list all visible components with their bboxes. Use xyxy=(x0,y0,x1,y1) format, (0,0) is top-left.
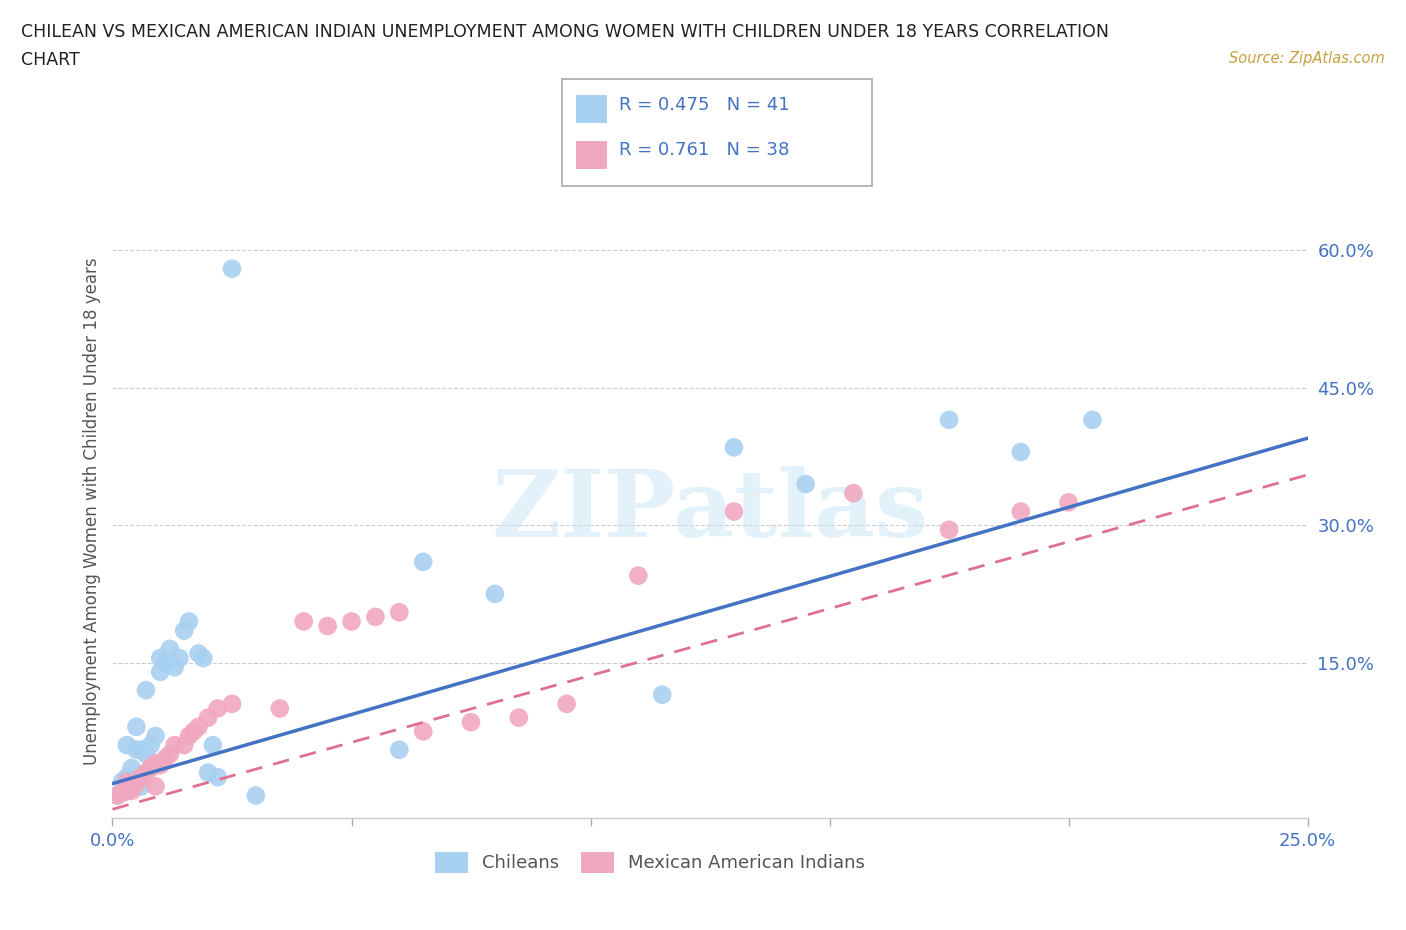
Point xyxy=(145,756,167,771)
Point xyxy=(163,659,186,674)
Legend: Chileans, Mexican American Indians: Chileans, Mexican American Indians xyxy=(429,844,872,880)
Text: CHART: CHART xyxy=(21,51,80,69)
Point xyxy=(794,476,817,491)
Y-axis label: Unemployment Among Women with Children Under 18 years: Unemployment Among Women with Children U… xyxy=(83,258,101,765)
Point xyxy=(149,651,172,666)
Point xyxy=(1010,504,1032,519)
Point xyxy=(555,697,578,711)
Point xyxy=(245,788,267,803)
Point xyxy=(129,770,152,785)
Point xyxy=(197,711,219,725)
Point xyxy=(187,719,209,734)
Point xyxy=(111,775,134,790)
Point xyxy=(159,747,181,762)
Point xyxy=(207,701,229,716)
Point xyxy=(412,554,434,569)
Point xyxy=(412,724,434,738)
Point xyxy=(145,728,167,743)
Point xyxy=(115,737,138,752)
Point xyxy=(159,642,181,657)
Point xyxy=(1081,412,1104,427)
Point xyxy=(121,783,143,798)
Point xyxy=(1010,445,1032,459)
Text: Source: ZipAtlas.com: Source: ZipAtlas.com xyxy=(1229,51,1385,66)
Point xyxy=(627,568,650,583)
Point xyxy=(169,651,191,666)
Point xyxy=(163,737,186,752)
Point xyxy=(316,618,339,633)
Point xyxy=(723,440,745,455)
Point xyxy=(125,777,148,791)
Point xyxy=(269,701,291,716)
Text: R = 0.475   N = 41: R = 0.475 N = 41 xyxy=(619,96,789,113)
Point xyxy=(149,758,172,773)
Point xyxy=(177,614,200,629)
Text: ZIPatlas: ZIPatlas xyxy=(492,467,928,556)
Point xyxy=(149,664,172,679)
Point xyxy=(207,770,229,785)
Text: R = 0.761   N = 38: R = 0.761 N = 38 xyxy=(619,141,789,159)
Point xyxy=(193,651,215,666)
Point xyxy=(484,587,506,602)
Point xyxy=(111,785,134,800)
Point xyxy=(388,604,411,619)
Point xyxy=(842,485,865,500)
Point xyxy=(508,711,530,725)
Point xyxy=(153,656,176,671)
Point xyxy=(183,724,205,738)
Point xyxy=(723,504,745,519)
Point xyxy=(129,742,152,757)
Point xyxy=(139,737,162,752)
Point xyxy=(364,609,387,624)
Point xyxy=(125,775,148,790)
Point xyxy=(173,737,195,752)
Point xyxy=(135,747,157,762)
Point xyxy=(111,785,134,800)
Point xyxy=(115,783,138,798)
Point xyxy=(115,783,138,798)
Point xyxy=(105,788,128,803)
Point xyxy=(125,742,148,757)
Point xyxy=(197,765,219,780)
Point xyxy=(135,765,157,780)
Point xyxy=(145,779,167,794)
Point xyxy=(135,683,157,698)
Point xyxy=(651,687,673,702)
Point xyxy=(105,788,128,803)
Point xyxy=(938,523,960,538)
Point xyxy=(139,761,162,776)
Point xyxy=(388,742,411,757)
Point xyxy=(938,412,960,427)
Point xyxy=(129,779,152,794)
Point xyxy=(292,614,315,629)
Point xyxy=(173,623,195,638)
Point xyxy=(125,719,148,734)
Point xyxy=(115,770,138,785)
Point xyxy=(460,715,482,730)
Point xyxy=(121,761,143,776)
Point xyxy=(153,751,176,766)
Point xyxy=(187,646,209,661)
Text: CHILEAN VS MEXICAN AMERICAN INDIAN UNEMPLOYMENT AMONG WOMEN WITH CHILDREN UNDER : CHILEAN VS MEXICAN AMERICAN INDIAN UNEMP… xyxy=(21,23,1109,41)
Point xyxy=(115,775,138,790)
Point xyxy=(121,779,143,794)
Point xyxy=(340,614,363,629)
Point xyxy=(1057,495,1080,510)
Point xyxy=(221,261,243,276)
Point xyxy=(177,728,200,743)
Point xyxy=(221,697,243,711)
Point xyxy=(201,737,224,752)
